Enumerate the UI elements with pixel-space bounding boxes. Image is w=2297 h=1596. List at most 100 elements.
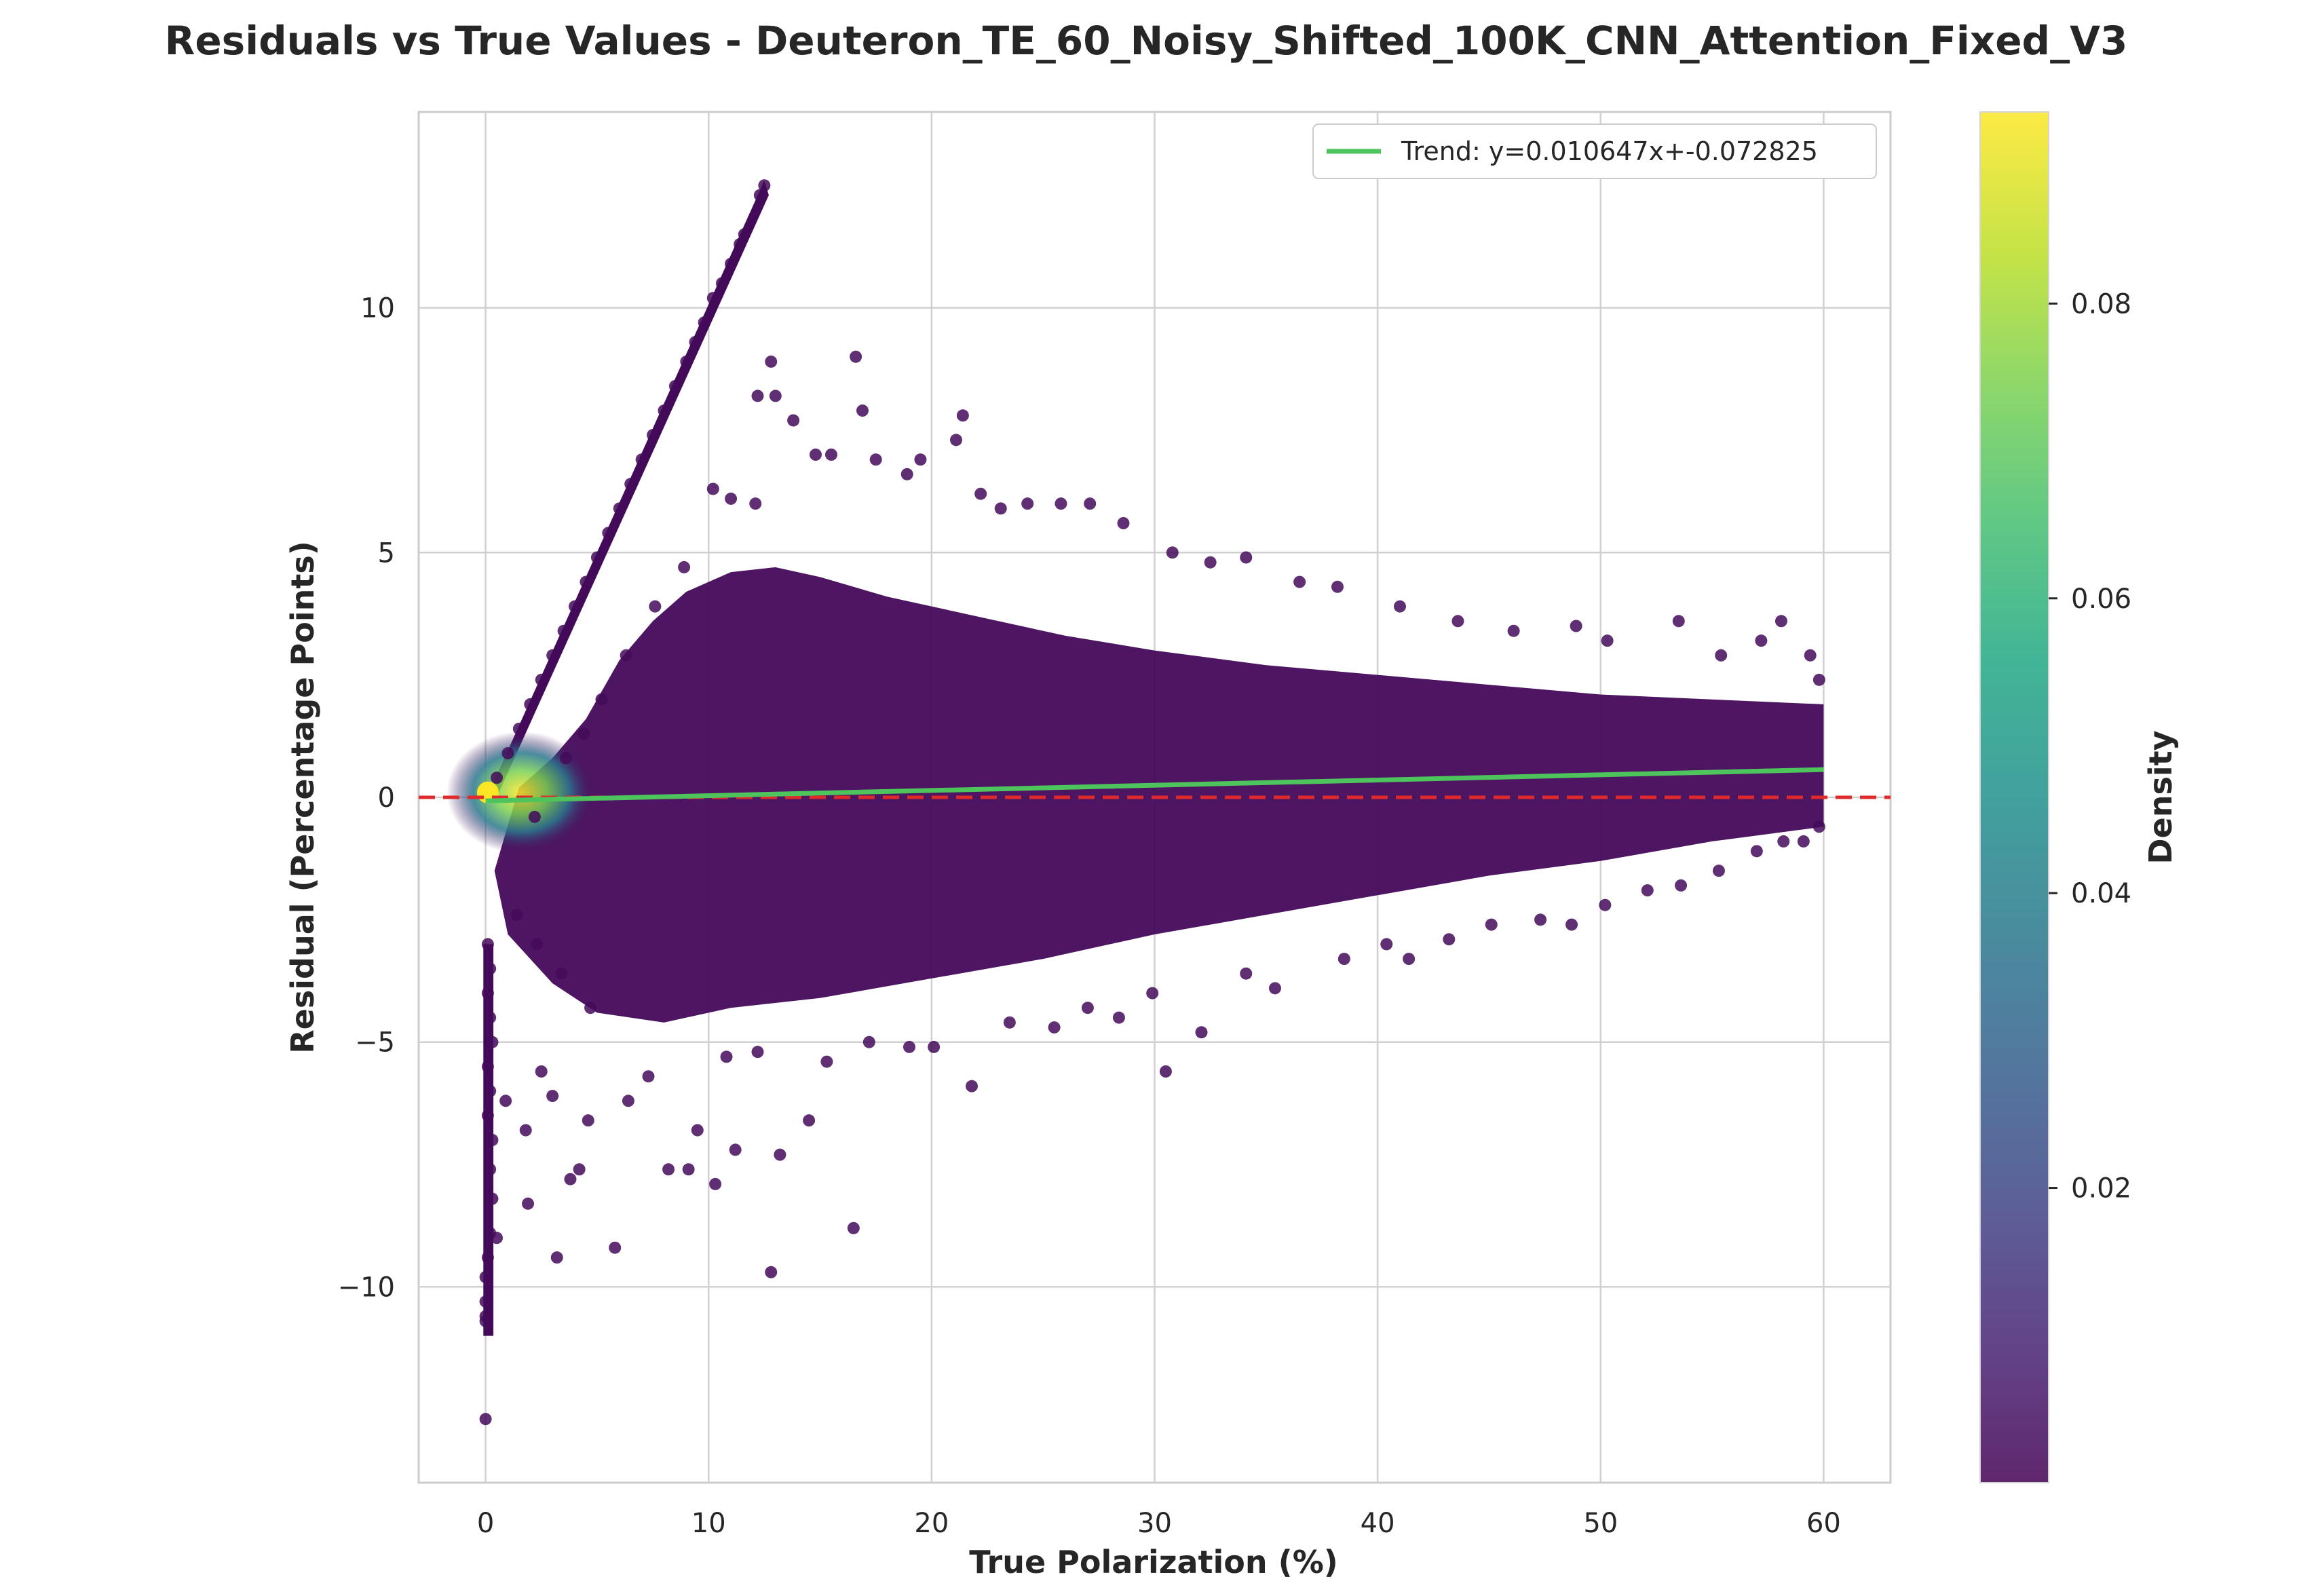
density-hotspot (447, 731, 596, 854)
scatter-point (1055, 497, 1067, 510)
y-tick-label: −5 (355, 1027, 395, 1059)
scatter-point (1451, 615, 1464, 628)
colorbar-tick-label: 0.02 (2071, 1173, 2131, 1204)
scatter-point (620, 649, 632, 662)
scatter-point (758, 179, 771, 192)
scatter-point (749, 497, 762, 510)
scatter-point (1507, 624, 1520, 637)
chart-title: Residuals vs True Values - Deuteron_TE_6… (165, 18, 2128, 64)
scatter-point (720, 1050, 733, 1063)
scatter-point (1712, 864, 1725, 877)
scatter-point (484, 1163, 497, 1176)
scatter-point (753, 189, 766, 202)
scatter-point (850, 350, 862, 363)
scatter-point (1240, 967, 1253, 980)
scatter-point (1672, 615, 1685, 628)
scatter-point (582, 1114, 594, 1127)
scatter-point (1003, 1016, 1016, 1029)
scatter-point (481, 1251, 494, 1264)
scatter-point (1715, 649, 1728, 662)
scatter-point (928, 1040, 941, 1053)
scatter-point (1084, 497, 1097, 510)
scatter-point (1293, 575, 1306, 588)
scatter-point (1112, 1011, 1125, 1024)
scatter-point (729, 1143, 742, 1156)
scatter-point (824, 449, 837, 461)
scatter-point (950, 434, 963, 446)
colorbar-gradient (1979, 111, 2049, 1483)
x-tick-label: 20 (914, 1508, 949, 1539)
scatter-point (491, 772, 504, 784)
scatter-point (1485, 918, 1498, 931)
scatter-point (481, 1060, 494, 1073)
scatter-point (1812, 673, 1825, 686)
scatter-point (642, 1070, 655, 1083)
y-tick-label: 5 (378, 537, 395, 569)
scatter-point (706, 482, 719, 495)
scatter-point (1443, 933, 1456, 946)
scatter-point (725, 492, 738, 505)
scatter-point (635, 453, 648, 466)
scatter-point (499, 1095, 512, 1107)
scatter-point (1394, 600, 1406, 613)
scatter-point (491, 1232, 504, 1244)
colorbar-tick-label: 0.06 (2071, 584, 2131, 615)
scatter-point (590, 551, 603, 564)
scatter-point (535, 673, 548, 686)
scatter-point (862, 1036, 875, 1048)
scatter-point (765, 1266, 778, 1278)
scatter-point (546, 1090, 559, 1103)
scatter-point (528, 810, 541, 823)
y-tick-label: 0 (378, 782, 395, 814)
scatter-point (481, 1109, 494, 1122)
scatter-point (550, 1251, 563, 1264)
scatter-point (1534, 913, 1547, 926)
scatter-point (484, 1084, 497, 1097)
scatter-point (559, 752, 572, 765)
scatter-point (624, 478, 637, 491)
y-tick-label: 10 (360, 293, 395, 324)
scatter-point (573, 1163, 586, 1176)
scatter-point (524, 698, 537, 710)
scatter-point (698, 316, 710, 329)
scatter-point (1570, 620, 1582, 632)
scatter-point (1750, 845, 1763, 858)
scatter-point (1601, 634, 1614, 647)
scatter-point (1021, 497, 1034, 510)
y-axis-label: Residual (Percentage Points) (284, 541, 321, 1054)
scatter-point (769, 390, 782, 402)
reference-lines (419, 767, 1891, 803)
colorbar-label: Density (2142, 730, 2179, 864)
scatter-point (691, 1124, 704, 1137)
scatter-point (658, 404, 670, 417)
x-tick-label: 60 (1806, 1508, 1841, 1539)
scatter-point (609, 1241, 622, 1254)
scatter-point (1599, 898, 1612, 911)
scatter-point (715, 277, 728, 290)
scatter-point (803, 1114, 816, 1127)
legend: Trend: y=0.010647x+-0.072825 (1312, 124, 1877, 179)
scatter-point (546, 649, 559, 662)
scatter-point (869, 453, 882, 466)
scatter-point (903, 1040, 915, 1053)
scatter-point (709, 1177, 722, 1190)
scatter-point (765, 355, 778, 368)
scatter-point (1195, 1026, 1208, 1039)
colorbar-tick-label: 0.08 (2071, 288, 2131, 320)
scatter-point (1048, 1021, 1061, 1034)
scatter-point (706, 292, 719, 305)
scatter-point (479, 1271, 492, 1283)
scatter-point (602, 527, 615, 539)
scatter-point (557, 624, 570, 637)
scatter-point (501, 747, 514, 760)
x-tick-label: 40 (1361, 1508, 1395, 1539)
scatter-point (479, 1295, 492, 1308)
scatter-point (994, 502, 1007, 515)
scatter-points (479, 179, 1825, 1426)
x-axis-label: True Polarization (%) (969, 1544, 1338, 1580)
colorbar-tick-label: 0.04 (2071, 878, 2131, 909)
scatter-point (668, 380, 681, 392)
scatter-point (531, 938, 544, 951)
scatter-point (809, 449, 822, 461)
